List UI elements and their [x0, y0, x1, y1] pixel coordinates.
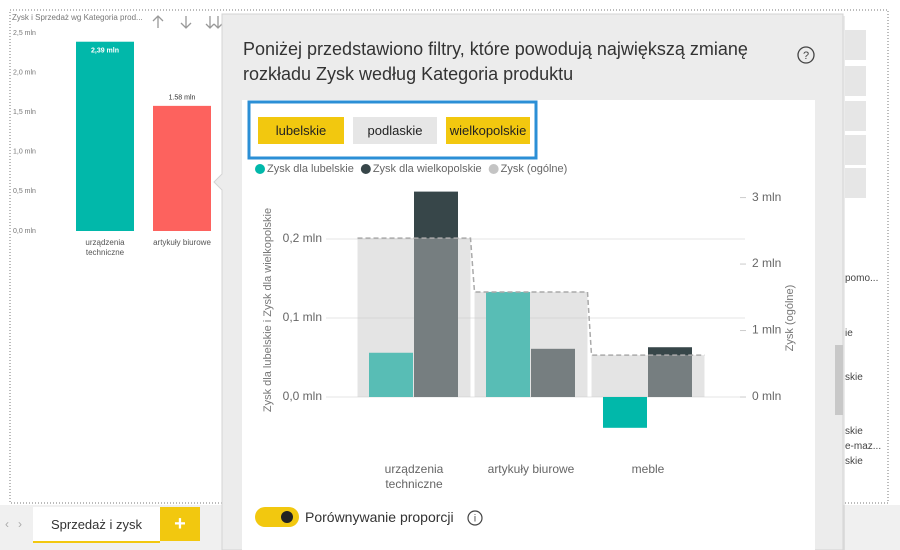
nav-prev[interactable]: ‹ [5, 517, 9, 531]
x-tick-label: urządzenia techniczne [384, 462, 444, 491]
y-tick-label: 0,0 mln [13, 228, 36, 235]
nav-next[interactable]: › [18, 517, 22, 531]
y-tick-label: 0,2 mln [283, 231, 322, 245]
overall-bar [357, 238, 471, 398]
data-label: 1.58 mln [169, 95, 196, 102]
popup: ? i [213, 13, 845, 550]
y2-tick-label: 0 mln [752, 389, 781, 403]
y2-tick-label: 3 mln [752, 190, 781, 204]
y-axis-title: Zysk dla lubelskie i Zysk dla wielkopols… [262, 208, 274, 412]
y-tick-label: 0,1 mln [283, 310, 322, 324]
y2-tick-label: 2 mln [752, 256, 781, 270]
legend-label: Zysk dla lubelskie [267, 163, 354, 175]
side-text: ie [845, 328, 853, 339]
svg-text:i: i [474, 514, 476, 525]
overall-bar [474, 291, 588, 398]
bar [531, 348, 575, 397]
y-tick-label: 2,0 mln [13, 69, 36, 76]
bar [153, 105, 211, 231]
y-tick-label: 2,5 mln [13, 30, 36, 37]
bar [414, 191, 458, 397]
filter-button[interactable]: lubelskie [258, 117, 344, 144]
help-icon[interactable] [797, 46, 815, 64]
data-label: 2,39 mln [91, 48, 119, 55]
filter-button[interactable]: podlaskie [353, 117, 437, 144]
filter-button[interactable]: wielkopolskie [446, 117, 530, 144]
side-text: pomo... [845, 273, 879, 284]
x-tick-label: meble [631, 462, 665, 476]
side-text: skie [845, 456, 863, 467]
svg-text:?: ? [803, 50, 809, 62]
background-visual: 0,0 mln 0,5 mln 1,0 mln 1,5 mln 2,0 mln 2,5 m… [13, 30, 211, 235]
bar [486, 291, 530, 397]
bar [369, 352, 413, 397]
legend-marker [488, 164, 499, 174]
overall-outline [357, 237, 705, 356]
legend-label: Zysk (ogólne) [501, 163, 568, 175]
x-tick-label: urządzenia techniczne [85, 238, 125, 257]
toggle-label: Porównywanie proporcji [305, 509, 454, 525]
y-tick-label: 0,0 mln [283, 389, 322, 403]
y-tick-label: 1,0 mln [13, 149, 36, 156]
y-tick-label: 1,5 mln [13, 109, 36, 116]
side-boxes [845, 30, 866, 198]
x-tick-label: artykuły biurowe [487, 462, 575, 476]
filter-highlight [247, 100, 538, 160]
popup-title: Poniżej przedstawiono filtry, które powo… [243, 39, 748, 84]
info-icon[interactable] [467, 510, 483, 526]
side-text: e-maz... [845, 441, 882, 452]
overall-bar [591, 355, 705, 398]
legend-marker [255, 164, 265, 174]
bar [603, 397, 647, 428]
visual-title: Zysk i Sprzedaż wg Kategoria prod... [12, 13, 143, 22]
add-page[interactable]: + [160, 507, 200, 541]
side-text: skie [845, 426, 863, 437]
x-tick-label: artykuły biurowe [153, 238, 211, 247]
side-text: skie [845, 372, 863, 383]
y-tick-label: 0,5 mln [13, 188, 36, 195]
legend-marker [360, 164, 371, 174]
legend-label: Zysk dla wielkopolskie [373, 163, 482, 175]
y2-axis-title: Zysk (ogólne) [784, 285, 796, 352]
y2-tick-label: 1 mln [752, 323, 781, 337]
visual-icons [152, 15, 223, 29]
bar [76, 41, 134, 231]
page-tab[interactable]: Sprzedaż i zysk [33, 507, 160, 543]
